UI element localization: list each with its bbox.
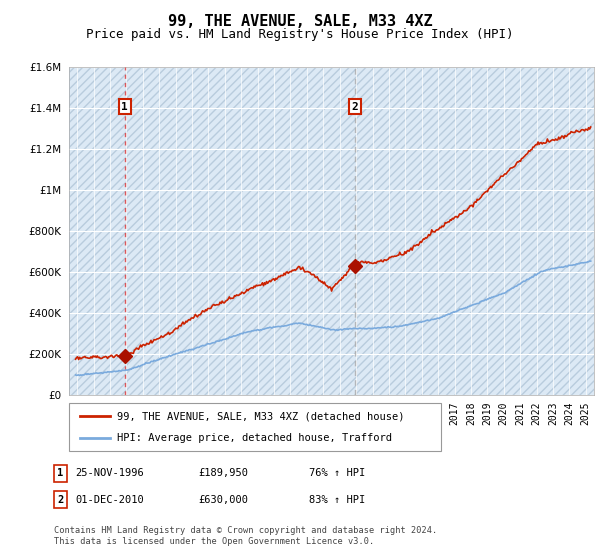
Text: Contains HM Land Registry data © Crown copyright and database right 2024.
This d: Contains HM Land Registry data © Crown c… <box>54 526 437 546</box>
Text: £189,950: £189,950 <box>198 468 248 478</box>
Text: 2: 2 <box>352 101 358 111</box>
Text: HPI: Average price, detached house, Trafford: HPI: Average price, detached house, Traf… <box>118 433 392 443</box>
Text: 1: 1 <box>58 468 64 478</box>
Text: Price paid vs. HM Land Registry's House Price Index (HPI): Price paid vs. HM Land Registry's House … <box>86 28 514 41</box>
Text: 1: 1 <box>121 101 128 111</box>
Text: 2: 2 <box>58 494 64 505</box>
Text: £630,000: £630,000 <box>198 494 248 505</box>
Text: 83% ↑ HPI: 83% ↑ HPI <box>309 494 365 505</box>
Text: 99, THE AVENUE, SALE, M33 4XZ (detached house): 99, THE AVENUE, SALE, M33 4XZ (detached … <box>118 411 405 421</box>
Text: 76% ↑ HPI: 76% ↑ HPI <box>309 468 365 478</box>
Text: 99, THE AVENUE, SALE, M33 4XZ: 99, THE AVENUE, SALE, M33 4XZ <box>167 14 433 29</box>
Text: 25-NOV-1996: 25-NOV-1996 <box>75 468 144 478</box>
Text: 01-DEC-2010: 01-DEC-2010 <box>75 494 144 505</box>
FancyBboxPatch shape <box>69 403 441 451</box>
